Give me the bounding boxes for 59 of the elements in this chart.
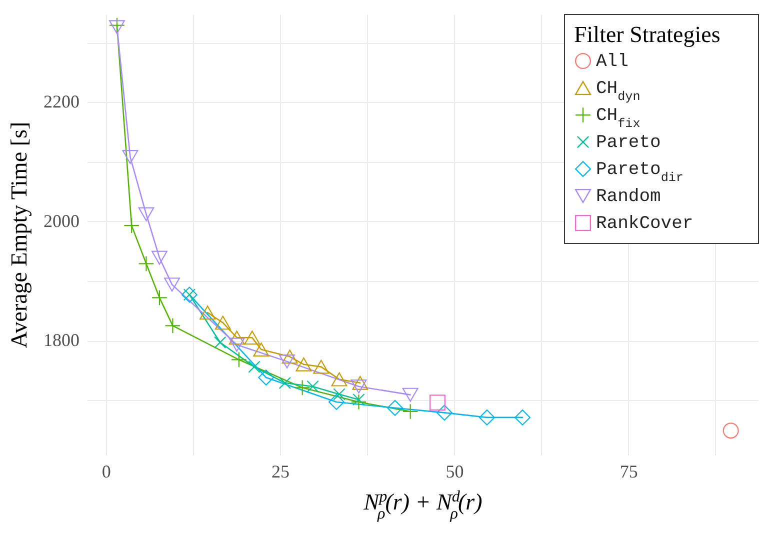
legend-label: CH$_{dyn}$: [596, 79, 640, 104]
point: [350, 394, 367, 410]
legend-label: Random: [596, 187, 661, 207]
point: [228, 338, 245, 352]
point: [253, 342, 270, 356]
point: [387, 400, 403, 416]
point: [258, 370, 274, 386]
point: [333, 388, 346, 400]
point: [313, 360, 330, 374]
point: [306, 380, 319, 393]
point: [248, 360, 260, 373]
point: [722, 422, 739, 439]
legend-label: All: [596, 52, 628, 72]
point: [200, 306, 216, 320]
y-tick-label: 1800: [44, 330, 80, 350]
y-axis-title: Average Empty Time [s]: [6, 122, 32, 348]
point: [402, 388, 418, 402]
point: [350, 379, 367, 394]
point: [436, 404, 452, 421]
point: [214, 316, 231, 330]
point: [402, 404, 418, 420]
y-tick-label: 2000: [44, 210, 80, 231]
legend-label: Pareto$_{dir}$: [596, 160, 684, 185]
point: [164, 278, 180, 292]
point: [331, 372, 348, 386]
x-tick-label: 0: [102, 462, 111, 482]
point: [230, 352, 247, 368]
point: [108, 17, 125, 34]
point: [279, 354, 295, 368]
x-tick-label: 75: [620, 462, 638, 482]
point: [122, 150, 138, 164]
point: [282, 350, 298, 364]
legend-title: Filter Strategies: [574, 22, 720, 47]
x-tick-label: 25: [272, 462, 290, 482]
legend-label: RankCover: [596, 214, 694, 234]
point: [296, 357, 312, 372]
point: [138, 207, 154, 222]
point: [244, 330, 260, 345]
point: [214, 336, 226, 348]
point: [108, 20, 125, 34]
x-axis-title: N$^{p}$$_{ρ}$(r) + N$^{d}$$_{ρ}$(r): [362, 488, 482, 522]
x-tick-label: 50: [446, 462, 464, 482]
point: [352, 393, 365, 406]
y-tick-label: 2200: [44, 92, 80, 112]
point: [228, 330, 245, 345]
point: [478, 409, 495, 426]
point: [124, 218, 140, 234]
point: [430, 394, 446, 411]
point: [152, 290, 168, 306]
legend-label: Pareto: [596, 133, 661, 153]
legend-label: CH$_{fix}$: [596, 106, 640, 131]
point: [352, 376, 368, 390]
point: [152, 250, 168, 265]
point: [278, 376, 291, 390]
point: [514, 409, 530, 426]
point: [138, 256, 154, 272]
point: [294, 380, 310, 396]
point: [164, 318, 181, 334]
point: [328, 394, 344, 410]
